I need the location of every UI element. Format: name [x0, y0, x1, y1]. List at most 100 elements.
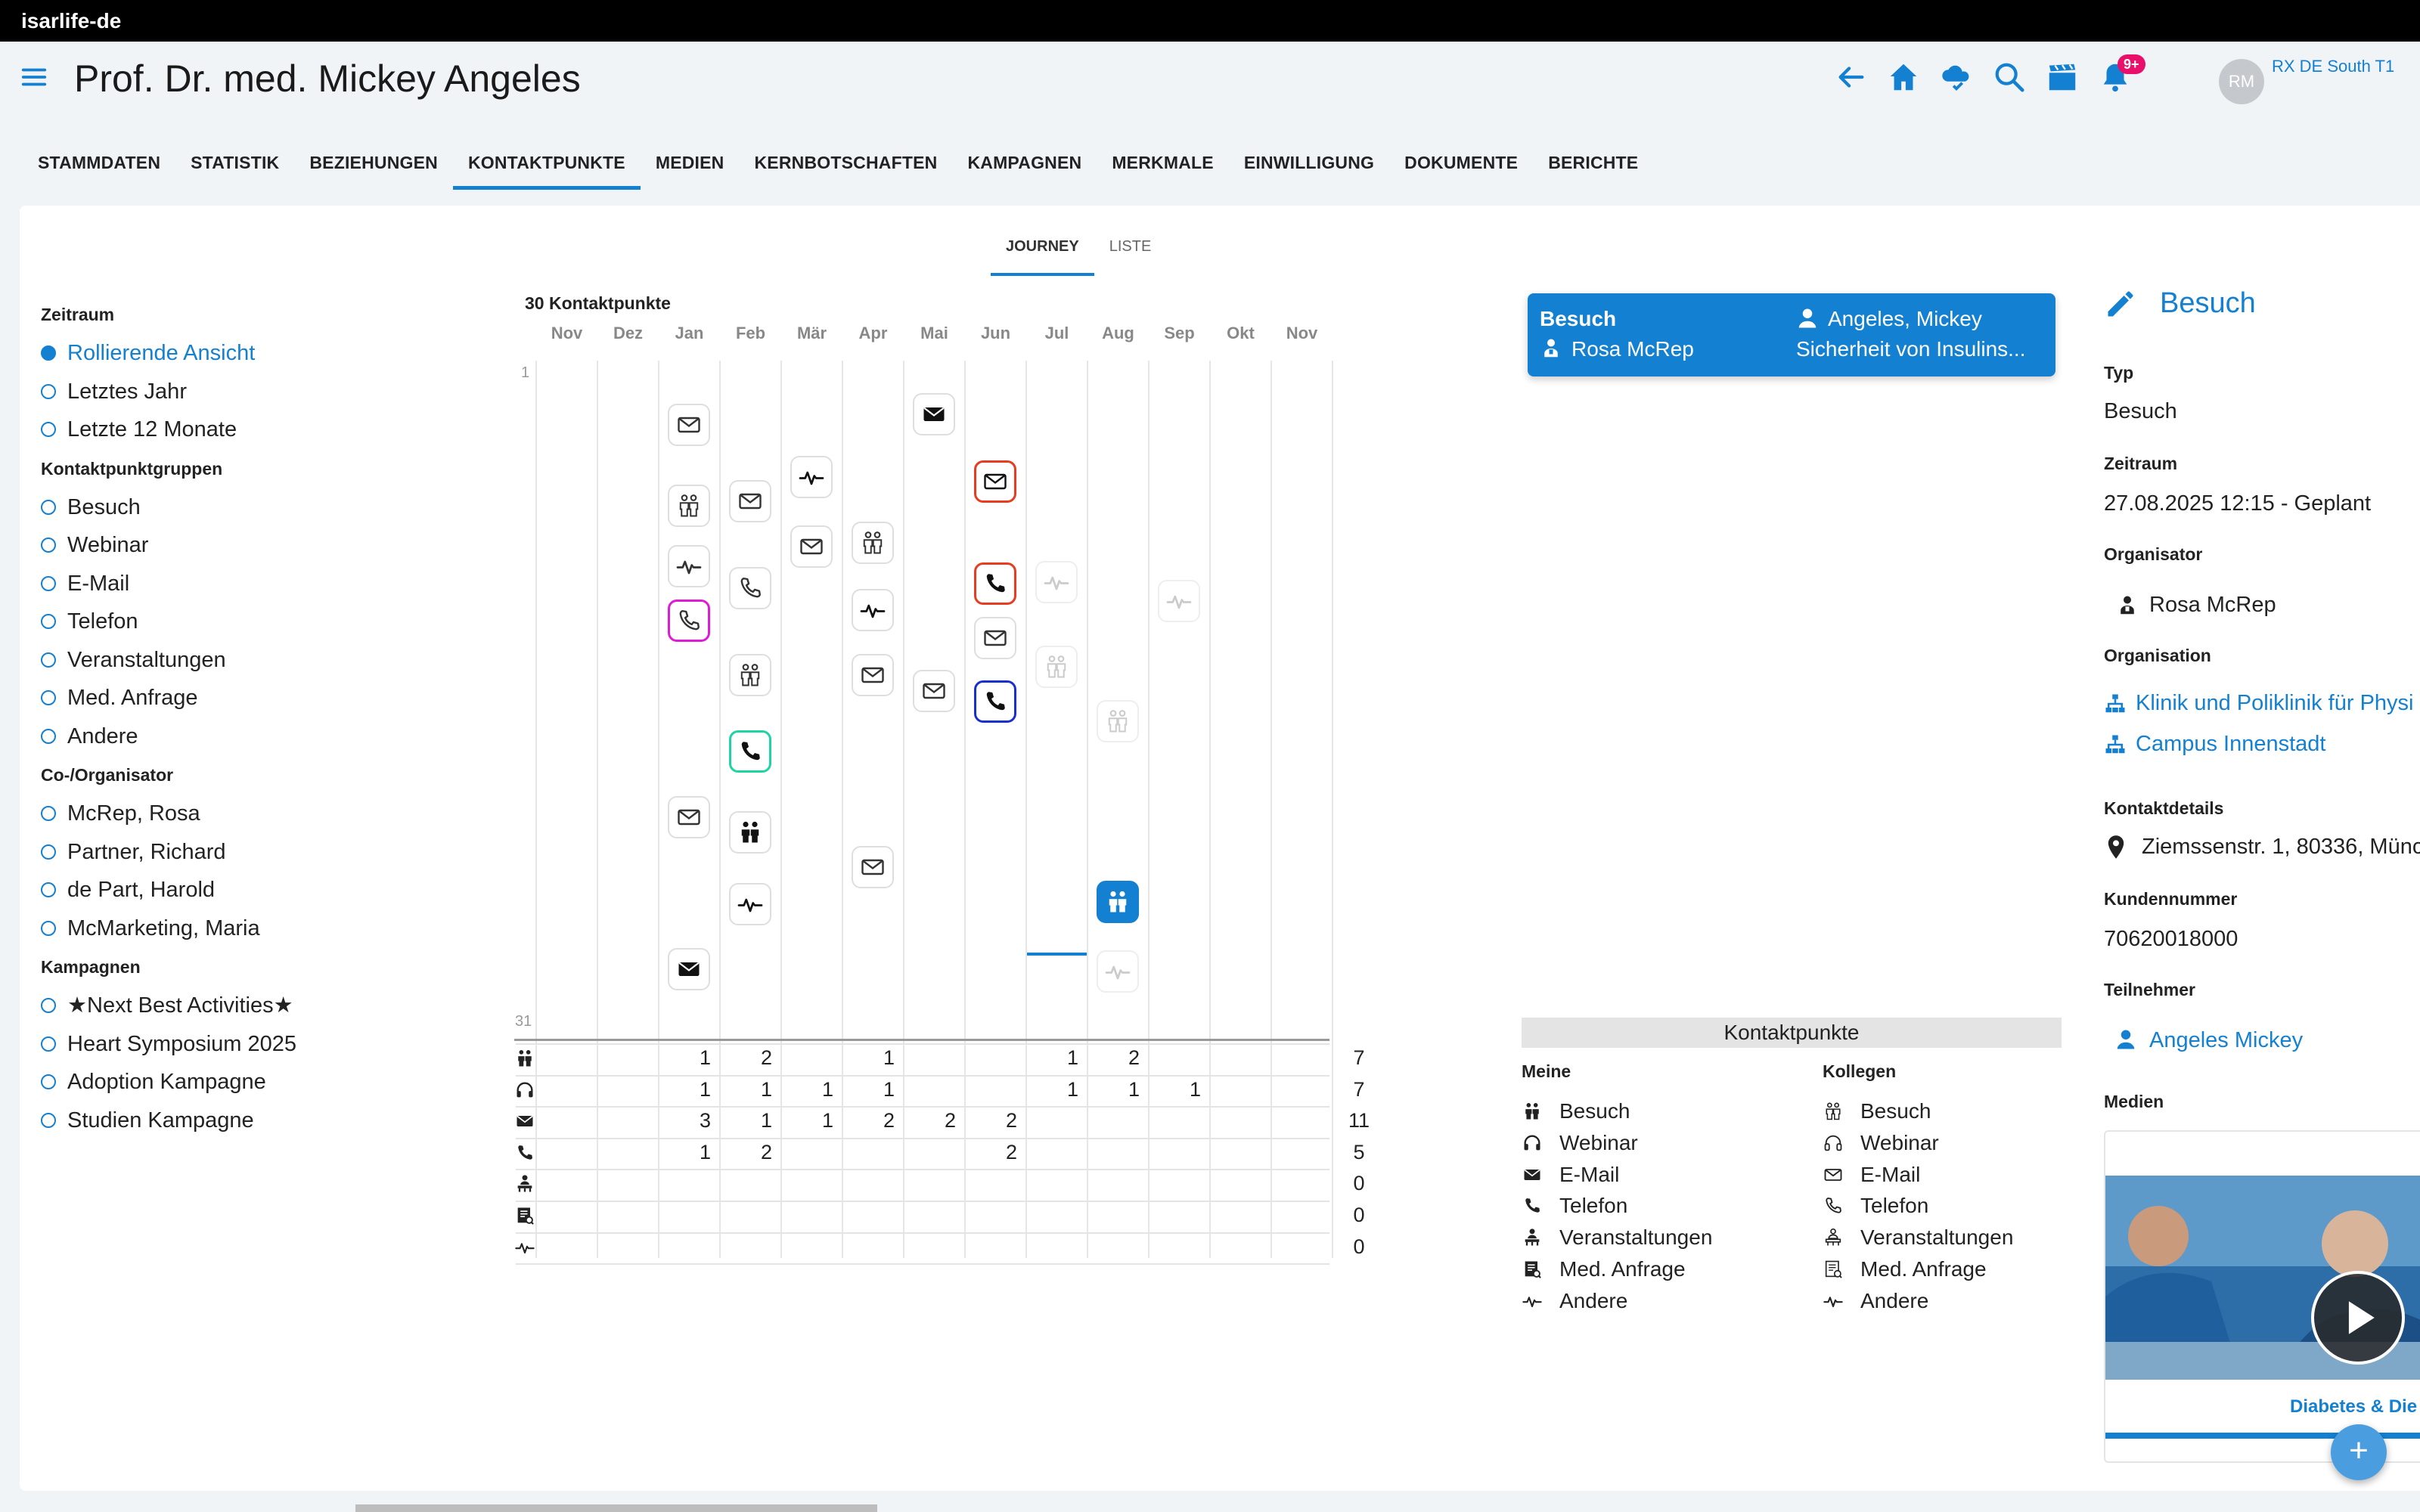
contact-email-event[interactable]	[852, 654, 894, 697]
contact-andere-event[interactable]	[1158, 580, 1200, 623]
back-arrow-icon[interactable]	[1833, 60, 1868, 94]
filter-option-kampagnen[interactable]: Studien Kampagne	[41, 1101, 464, 1140]
contact-andere-event[interactable]	[729, 882, 771, 925]
clapperboard-icon[interactable]	[2045, 60, 2080, 94]
filter-option-zeitraum[interactable]: Rollierende Ansicht	[41, 334, 464, 373]
subtab-journey[interactable]: JOURNEY	[991, 219, 1094, 276]
tab-dokumente[interactable]: DOKUMENTE	[1404, 153, 1519, 172]
organisation-link-1[interactable]: Klinik und Poliklinik für Physi	[2136, 691, 2414, 715]
teilnehmer-link[interactable]: Angeles Mickey	[2149, 1028, 2304, 1052]
filter-option-gruppen[interactable]: E-Mail	[41, 565, 464, 603]
contact-telefon-event[interactable]	[729, 730, 771, 773]
contact-andere-event[interactable]	[668, 545, 710, 588]
contact-besuch-event[interactable]	[1097, 880, 1139, 923]
legend-item-kollegen: Telefon	[1860, 1194, 1929, 1218]
contact-email-event[interactable]	[668, 948, 710, 991]
contact-email-event[interactable]	[913, 669, 955, 712]
selected-event-card[interactable]: Besuch Rosa McRep Angeles, Mickey Sicher…	[1528, 293, 2055, 376]
tab-stammdaten[interactable]: STAMMDATEN	[38, 153, 161, 172]
filter-option-kampagnen[interactable]: Adoption Kampagne	[41, 1063, 464, 1101]
contact-besuch-event[interactable]	[1035, 645, 1078, 688]
filter-option-organisator[interactable]: de Part, Harold	[41, 871, 464, 909]
contact-email-event[interactable]	[913, 392, 955, 435]
radio-icon[interactable]	[41, 614, 56, 630]
filter-option-zeitraum[interactable]: Letzte 12 Monate	[41, 411, 464, 449]
tab-medien[interactable]: MEDIEN	[655, 153, 724, 172]
radio-icon[interactable]	[41, 652, 56, 668]
radio-icon[interactable]	[41, 538, 56, 553]
home-icon[interactable]	[1886, 60, 1921, 94]
contact-andere-event[interactable]	[790, 456, 833, 499]
filter-option-organisator[interactable]: McRep, Rosa	[41, 795, 464, 833]
contact-email-event[interactable]	[974, 460, 1016, 503]
radio-icon[interactable]	[41, 499, 56, 515]
contact-email-event[interactable]	[974, 617, 1016, 660]
contact-andere-event[interactable]	[1035, 560, 1078, 603]
contact-email-event[interactable]	[668, 404, 710, 447]
horizontal-scrollbar[interactable]	[355, 1504, 877, 1512]
contact-andere-event[interactable]	[1097, 950, 1139, 993]
tab-statistik[interactable]: STATISTIK	[191, 153, 280, 172]
contact-telefon-event[interactable]	[668, 600, 710, 643]
contact-telefon-event[interactable]	[974, 680, 1016, 723]
radio-icon[interactable]	[41, 998, 56, 1014]
contact-email-event[interactable]	[668, 795, 710, 838]
filter-option-gruppen[interactable]: Besuch	[41, 488, 464, 527]
tab-berichte[interactable]: BERICHTE	[1548, 153, 1639, 172]
contact-telefon-event[interactable]	[974, 562, 1016, 606]
radio-icon[interactable]	[41, 1112, 56, 1128]
contact-besuch-event[interactable]	[729, 810, 771, 854]
tab-einwilligung[interactable]: EINWILLIGUNG	[1243, 153, 1375, 172]
stats-row-divider	[516, 1106, 1329, 1108]
contact-email-event[interactable]	[729, 480, 771, 522]
tab-kernbotschaften[interactable]: KERNBOTSCHAFTEN	[754, 153, 938, 172]
contact-telefon-event[interactable]	[729, 567, 771, 610]
play-button[interactable]	[2311, 1271, 2405, 1365]
detail-panel: Besuch Typ Besuch Zeitraum 27.08.2025 12…	[2104, 287, 2420, 1497]
filter-option-gruppen[interactable]: Telefon	[41, 603, 464, 641]
radio-icon[interactable]	[41, 345, 56, 361]
search-icon[interactable]	[1992, 60, 2027, 94]
contact-email-event[interactable]	[852, 845, 894, 888]
andere-icon	[860, 604, 886, 618]
avatar[interactable]: RM	[2219, 59, 2264, 104]
radio-icon[interactable]	[41, 844, 56, 860]
contact-besuch-event[interactable]	[1097, 699, 1139, 742]
radio-icon[interactable]	[41, 690, 56, 706]
contact-besuch-event[interactable]	[852, 521, 894, 564]
filter-option-organisator[interactable]: Partner, Richard	[41, 833, 464, 872]
filter-option-gruppen[interactable]: Med. Anfrage	[41, 679, 464, 717]
contact-besuch-event[interactable]	[729, 654, 771, 697]
filter-option-kampagnen[interactable]: Heart Symposium 2025	[41, 1025, 464, 1064]
radio-icon[interactable]	[41, 422, 56, 438]
radio-icon[interactable]	[41, 882, 56, 898]
subtab-liste[interactable]: LISTE	[1109, 238, 1152, 255]
radio-icon[interactable]	[41, 1036, 56, 1052]
user-territory[interactable]: RX DE South T1	[2272, 57, 2395, 76]
radio-icon[interactable]	[41, 383, 56, 399]
cloud-sync-icon[interactable]	[1939, 60, 1974, 94]
filter-option-kampagnen[interactable]: ★Next Best Activities★	[41, 987, 464, 1025]
filter-option-zeitraum[interactable]: Letztes Jahr	[41, 373, 464, 411]
filter-option-gruppen[interactable]: Webinar	[41, 526, 464, 565]
contact-andere-event[interactable]	[852, 589, 894, 631]
menu-icon[interactable]	[20, 63, 48, 91]
tab-merkmale[interactable]: MERKMALE	[1112, 153, 1214, 172]
tab-beziehungen[interactable]: BEZIEHUNGEN	[309, 153, 438, 172]
contact-besuch-event[interactable]	[668, 484, 710, 527]
filter-option-organisator[interactable]: McMarketing, Maria	[41, 909, 464, 948]
radio-icon[interactable]	[41, 1074, 56, 1090]
filter-option-gruppen[interactable]: Veranstaltungen	[41, 641, 464, 680]
radio-icon[interactable]	[41, 575, 56, 591]
radio-icon[interactable]	[41, 728, 56, 744]
radio-icon[interactable]	[41, 806, 56, 822]
edit-pencil-icon[interactable]	[2104, 287, 2137, 321]
contact-email-event[interactable]	[790, 525, 833, 569]
media-tile[interactable]: Diabetes & Die	[2104, 1130, 2420, 1463]
tab-kampagnen[interactable]: KAMPAGNEN	[967, 153, 1082, 172]
radio-icon[interactable]	[41, 920, 56, 936]
organisation-link-2[interactable]: Campus Innenstadt	[2136, 732, 2326, 756]
add-fab-button[interactable]: +	[2331, 1424, 2387, 1480]
tab-kontaktpunkte[interactable]: KONTAKTPUNKTE	[452, 140, 641, 190]
filter-option-gruppen[interactable]: Andere	[41, 717, 464, 756]
